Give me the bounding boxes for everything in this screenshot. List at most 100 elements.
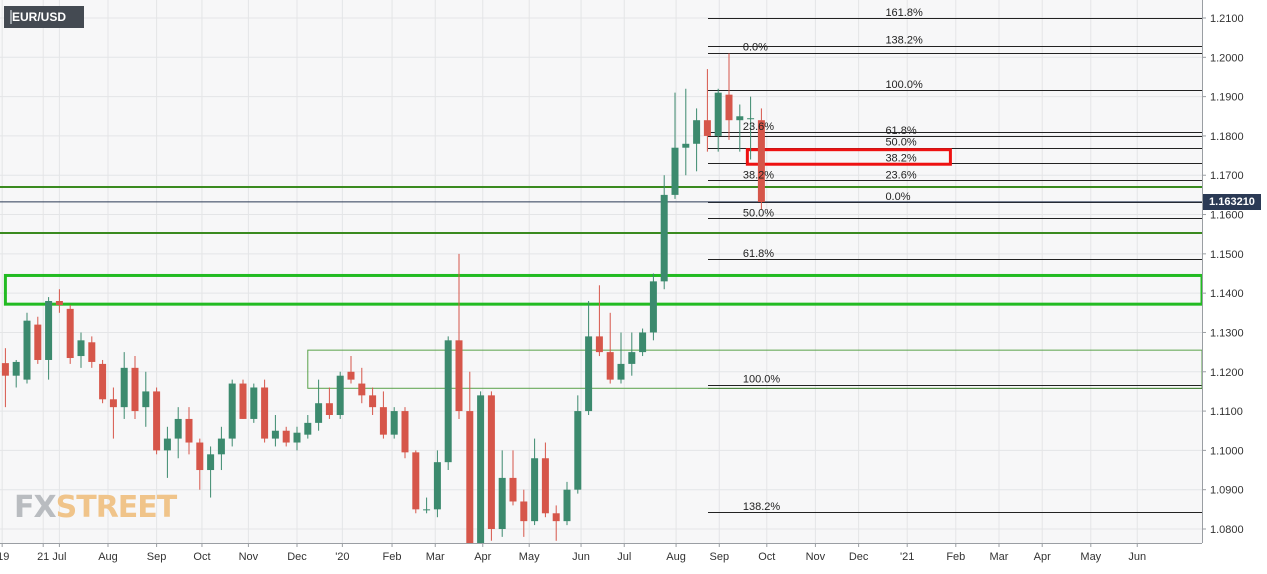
fib-label: 23.6%: [743, 121, 774, 133]
candle: [628, 332, 636, 376]
candle: [682, 88, 690, 176]
candle-body: [293, 432, 301, 443]
candle: [390, 407, 398, 439]
candle: [552, 505, 560, 541]
fib-label: 138.2%: [885, 35, 923, 47]
candle: [99, 359, 107, 404]
candle-body: [120, 367, 128, 408]
time-tick-label: Nov: [806, 551, 826, 563]
candle-body: [498, 477, 506, 529]
candle-body: [444, 340, 452, 463]
candle-body: [282, 430, 290, 443]
candle: [196, 438, 204, 490]
candle-body: [455, 340, 463, 412]
candle-body: [336, 375, 344, 416]
candle: [153, 387, 161, 455]
candle-body: [207, 454, 215, 471]
candle-body: [649, 281, 657, 333]
candle-body: [628, 352, 636, 364]
candle-body: [574, 411, 582, 490]
candle: [358, 367, 366, 404]
candle: [401, 407, 409, 459]
candle-body: [412, 452, 420, 510]
price-axis-bg: [1202, 0, 1267, 569]
candle: [725, 53, 733, 140]
candle: [261, 379, 269, 443]
candle-body: [347, 371, 355, 380]
candle: [304, 415, 312, 439]
time-tick-label: '21: [900, 551, 914, 563]
candle-body: [509, 477, 517, 502]
candle: [228, 379, 236, 447]
plot-background: [0, 0, 1202, 543]
fib-label: 38.2%: [885, 152, 916, 164]
candle-body: [617, 363, 625, 380]
time-tick-label: Apr: [1034, 551, 1051, 563]
watermark-street: STREET: [55, 490, 178, 525]
candle: [217, 426, 225, 471]
candle-body: [552, 513, 560, 522]
time-tick-label: Dec: [287, 551, 307, 563]
candle: [336, 371, 344, 419]
candle: [714, 88, 722, 152]
candle: [12, 359, 20, 388]
price-tick-label: 1.2100: [1210, 13, 1244, 25]
current-price-badge: 1.163210: [1203, 194, 1261, 210]
candle-body: [477, 395, 485, 569]
candle-body: [12, 361, 20, 376]
time-tick-label: Aug: [666, 551, 686, 563]
candle-body: [369, 395, 377, 408]
candle: [88, 336, 96, 368]
candle-body: [671, 147, 679, 195]
fib-label: 0.0%: [743, 42, 768, 54]
price-axis[interactable]: 1.2100 1.2000 1.1900 1.1800 1.1700 1.1600 1.15…: [1202, 0, 1267, 569]
candle-body: [23, 320, 31, 380]
price-tick-label: 1.0900: [1210, 485, 1244, 497]
candle-body: [714, 92, 722, 136]
candle: [45, 297, 53, 380]
watermark-fx: FX: [14, 490, 57, 525]
candle: [55, 289, 63, 313]
price-tick-label: 1.1400: [1210, 288, 1244, 300]
candle: [617, 332, 625, 384]
time-tick-label: May: [1080, 551, 1101, 563]
candle: [433, 450, 441, 518]
candle-body: [99, 363, 107, 400]
time-tick-label: Mar: [990, 551, 1009, 563]
time-tick-label: Apr: [474, 551, 491, 563]
candle: [693, 108, 701, 172]
candle-body: [660, 194, 668, 282]
candle-body: [55, 301, 63, 305]
candle-body: [531, 458, 539, 522]
fib-label: 0.0%: [885, 191, 910, 203]
fibonacci-lines: [0, 18, 1202, 513]
candle-body: [541, 458, 549, 514]
candle: [649, 273, 657, 341]
candle: [531, 438, 539, 526]
candle: [163, 426, 171, 478]
candle: [574, 395, 582, 494]
symbol-text: EUR/USD: [12, 10, 67, 24]
candle: [487, 391, 495, 541]
fibonacci-labels: 161.8%138.2%0.0%100.0%23.6% 61.8%50.0%38.…: [743, 7, 923, 513]
candle: [747, 96, 755, 160]
symbol-label[interactable]: EUR/USD: [4, 6, 84, 28]
fib-label: 23.6%: [885, 169, 916, 181]
time-axis[interactable]: '1921JulAugSepOctNovDec'20FebMarAprMayJu…: [0, 543, 1202, 569]
time-tick-label: Oct: [193, 551, 210, 563]
candle: [444, 336, 452, 471]
candle: [671, 92, 679, 199]
candle: [66, 304, 74, 364]
resistance-box: [745, 148, 952, 166]
price-tick-label: 1.1000: [1210, 445, 1244, 457]
candle: [142, 371, 150, 427]
candle: [185, 407, 193, 455]
candle: [563, 481, 571, 526]
candle-body: [185, 418, 193, 443]
candle: [250, 383, 258, 423]
fib-label: 100.0%: [743, 374, 781, 386]
fib-label: 100.0%: [885, 79, 923, 91]
candle-body: [682, 143, 690, 148]
